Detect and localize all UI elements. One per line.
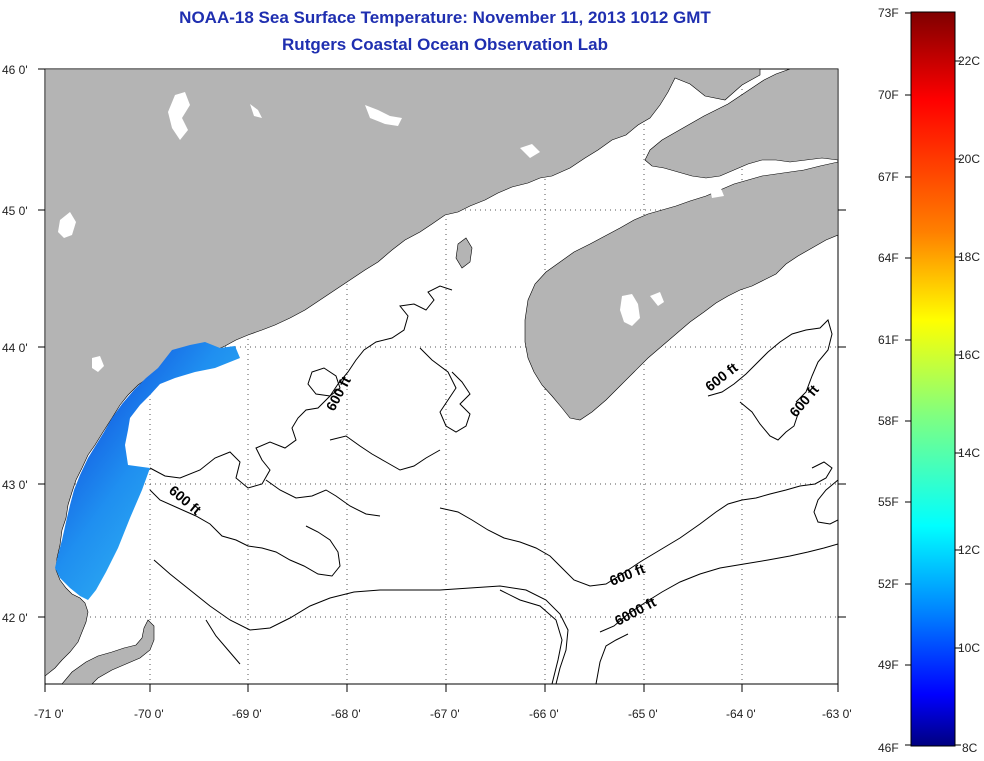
lon-label: -67 0' (430, 707, 460, 721)
latitude-labels: 46 0' 45 0' 44 0' 43 0' 42 0' (2, 63, 28, 625)
grand-manan-island (455, 237, 473, 269)
map-panel (38, 68, 846, 692)
longitude-labels: -71 0' -70 0' -69 0' -68 0' -67 0' -66 0… (34, 707, 852, 721)
lon-label: -69 0' (232, 707, 262, 721)
colorbar-scale (910, 11, 956, 747)
colorbar-c-label: 14C (958, 446, 980, 460)
land-new-brunswick (644, 69, 838, 179)
colorbar-f-label: 64F (878, 251, 899, 265)
lon-label: -66 0' (529, 707, 559, 721)
land-cape-cod (61, 619, 155, 684)
lon-label: -64 0' (726, 707, 756, 721)
colorbar-c-label: 18C (958, 250, 980, 264)
bathymetry-contours (149, 285, 838, 684)
colorbar-f-label: 73F (878, 6, 899, 20)
lon-label: -65 0' (628, 707, 658, 721)
lon-label: -71 0' (34, 707, 64, 721)
colorbar-f-label: 55F (878, 495, 899, 509)
colorbar: 73F 70F 67F 64F 61F 58F 55F 52F 49F 46F … (878, 6, 980, 755)
colorbar-f-label: 49F (878, 658, 899, 672)
lon-label: -63 0' (822, 707, 852, 721)
colorbar-f-label: 67F (878, 170, 899, 184)
lon-label: -68 0' (331, 707, 361, 721)
colorbar-f-label: 70F (878, 88, 899, 102)
lat-label: 42 0' (2, 611, 28, 625)
colorbar-ticks (905, 12, 961, 746)
colorbar-c-label: 12C (958, 543, 980, 557)
lon-label: -70 0' (134, 707, 164, 721)
colorbar-c-label: 10C (958, 641, 980, 655)
lat-label: 43 0' (2, 478, 28, 492)
lat-label: 44 0' (2, 341, 28, 355)
colorbar-f-label: 58F (878, 414, 899, 428)
colorbar-c-label: 22C (958, 54, 980, 68)
colorbar-c-label: 20C (958, 152, 980, 166)
frame-ticks (38, 68, 846, 692)
map-title: NOAA-18 Sea Surface Temperature: Novembe… (179, 8, 711, 27)
land-nova-scotia (524, 161, 838, 421)
colorbar-c-label: 16C (958, 348, 980, 362)
land-new-england (45, 69, 761, 677)
lat-label: 46 0' (2, 63, 28, 77)
sst-swath (55, 342, 240, 600)
colorbar-f-label: 52F (878, 577, 899, 591)
colorbar-c-label: 8C (962, 741, 978, 755)
colorbar-f-label: 46F (878, 741, 899, 755)
map-subtitle: Rutgers Coastal Ocean Observation Lab (282, 35, 608, 54)
colorbar-f-label: 61F (878, 333, 899, 347)
lat-label: 45 0' (2, 204, 28, 218)
